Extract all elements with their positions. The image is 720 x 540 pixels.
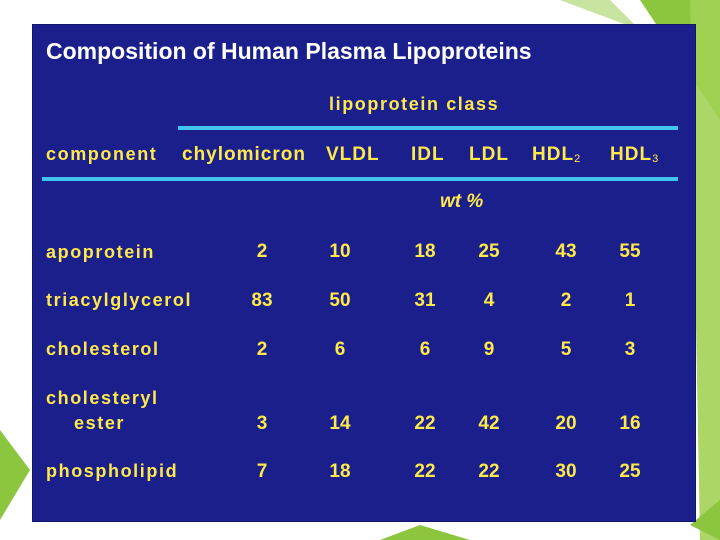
table-cell: 42 [478, 413, 500, 434]
table-cell: 22 [414, 461, 436, 482]
green-accent-bottom-right [690, 500, 720, 540]
table-cell: 20 [555, 413, 577, 434]
row-label-ester: ester [74, 413, 126, 433]
table-cell: 10 [329, 241, 351, 262]
column-header-idl: IDL [411, 144, 445, 165]
table-cell: 25 [619, 461, 641, 482]
slide-title: Composition of Human Plasma Lipoproteins [46, 38, 532, 64]
column-header-hdl2: HDL2 [532, 144, 582, 165]
table-cell: 6 [334, 339, 346, 360]
green-accent-right [690, 0, 720, 540]
class-header-rule [178, 126, 678, 130]
column-header-hdl3: HDL3 [610, 144, 660, 165]
row-label-phospholipid: phospholipid [46, 461, 179, 481]
table-cell: 9 [483, 339, 495, 360]
header-rule [42, 177, 678, 181]
table-cell: 22 [414, 413, 436, 434]
class-header: lipoprotein class [329, 94, 500, 114]
row-label-triacylglycerol: triacylglycerol [46, 290, 193, 310]
table-cell: 6 [419, 339, 431, 360]
table-cell: 3 [256, 413, 268, 434]
green-accent-bottom [380, 525, 470, 540]
table-cell: 43 [555, 241, 577, 262]
column-header-ldl: LDL [469, 144, 509, 165]
table-cell: 18 [329, 461, 351, 482]
column-header-vldl: VLDL [326, 144, 380, 165]
table-cell: 14 [329, 413, 351, 434]
table-cell: 5 [560, 339, 572, 360]
table-cell: 2 [256, 339, 268, 360]
row-label-apoprotein: apoprotein [46, 242, 155, 262]
table-cell: 22 [478, 461, 500, 482]
row-label-cholesterol: cholesterol [46, 339, 160, 359]
content-panel: Composition of Human Plasma Lipoproteins… [32, 24, 696, 522]
table-cell: 25 [478, 241, 500, 262]
component-header: component [46, 144, 158, 164]
table-cell: 1 [624, 290, 636, 311]
table-cell: 2 [560, 290, 572, 311]
table-cell: 2 [256, 241, 268, 262]
table-cell: 31 [414, 290, 436, 311]
green-accent-left [0, 430, 30, 520]
table-cell: 55 [619, 241, 641, 262]
unit-label: wt % [440, 191, 484, 212]
column-header-chylomicron: chylomicron [182, 144, 306, 165]
table-cell: 4 [483, 290, 495, 311]
table-cell: 18 [414, 241, 436, 262]
table-cell: 3 [624, 339, 636, 360]
table-cell: 16 [619, 413, 641, 434]
table-cell: 83 [251, 290, 273, 311]
table-cell: 7 [256, 461, 268, 482]
table-cell: 30 [555, 461, 577, 482]
row-label-cholesteryl: cholesteryl [46, 388, 159, 408]
green-accent-top [560, 0, 640, 30]
table-cell: 50 [329, 290, 351, 311]
